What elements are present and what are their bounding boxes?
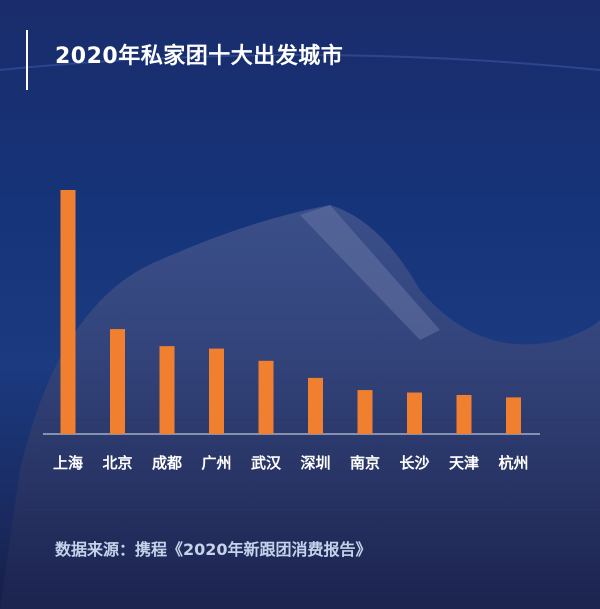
bar-5 — [308, 377, 323, 434]
x-tick-label: 天津 — [449, 454, 479, 472]
bar-3 — [209, 348, 224, 434]
bar-2 — [159, 346, 175, 434]
x-tick-label: 武汉 — [251, 454, 282, 472]
x-tick-label: 广州 — [201, 454, 231, 472]
x-tick-label: 杭州 — [498, 454, 528, 472]
bar-9 — [506, 397, 521, 434]
bar-1 — [110, 329, 125, 434]
x-tick-label: 北京 — [102, 454, 132, 472]
x-tick-label: 南京 — [350, 454, 380, 472]
data-source-note: 数据来源：携程《2020年新跟团消费报告》 — [55, 540, 372, 559]
bar-0 — [60, 190, 76, 434]
chart-title: 2020年私家团十大出发城市 — [55, 44, 344, 69]
title-accent-line — [26, 30, 28, 90]
x-tick-label: 成都 — [152, 454, 182, 472]
x-tick-label: 上海 — [53, 454, 83, 472]
bar-8 — [456, 394, 472, 434]
x-tick-label: 深圳 — [300, 454, 330, 472]
x-tick-label: 长沙 — [399, 454, 429, 472]
bar-7 — [407, 392, 422, 434]
bar-6 — [357, 390, 373, 434]
bar-4 — [258, 360, 274, 434]
